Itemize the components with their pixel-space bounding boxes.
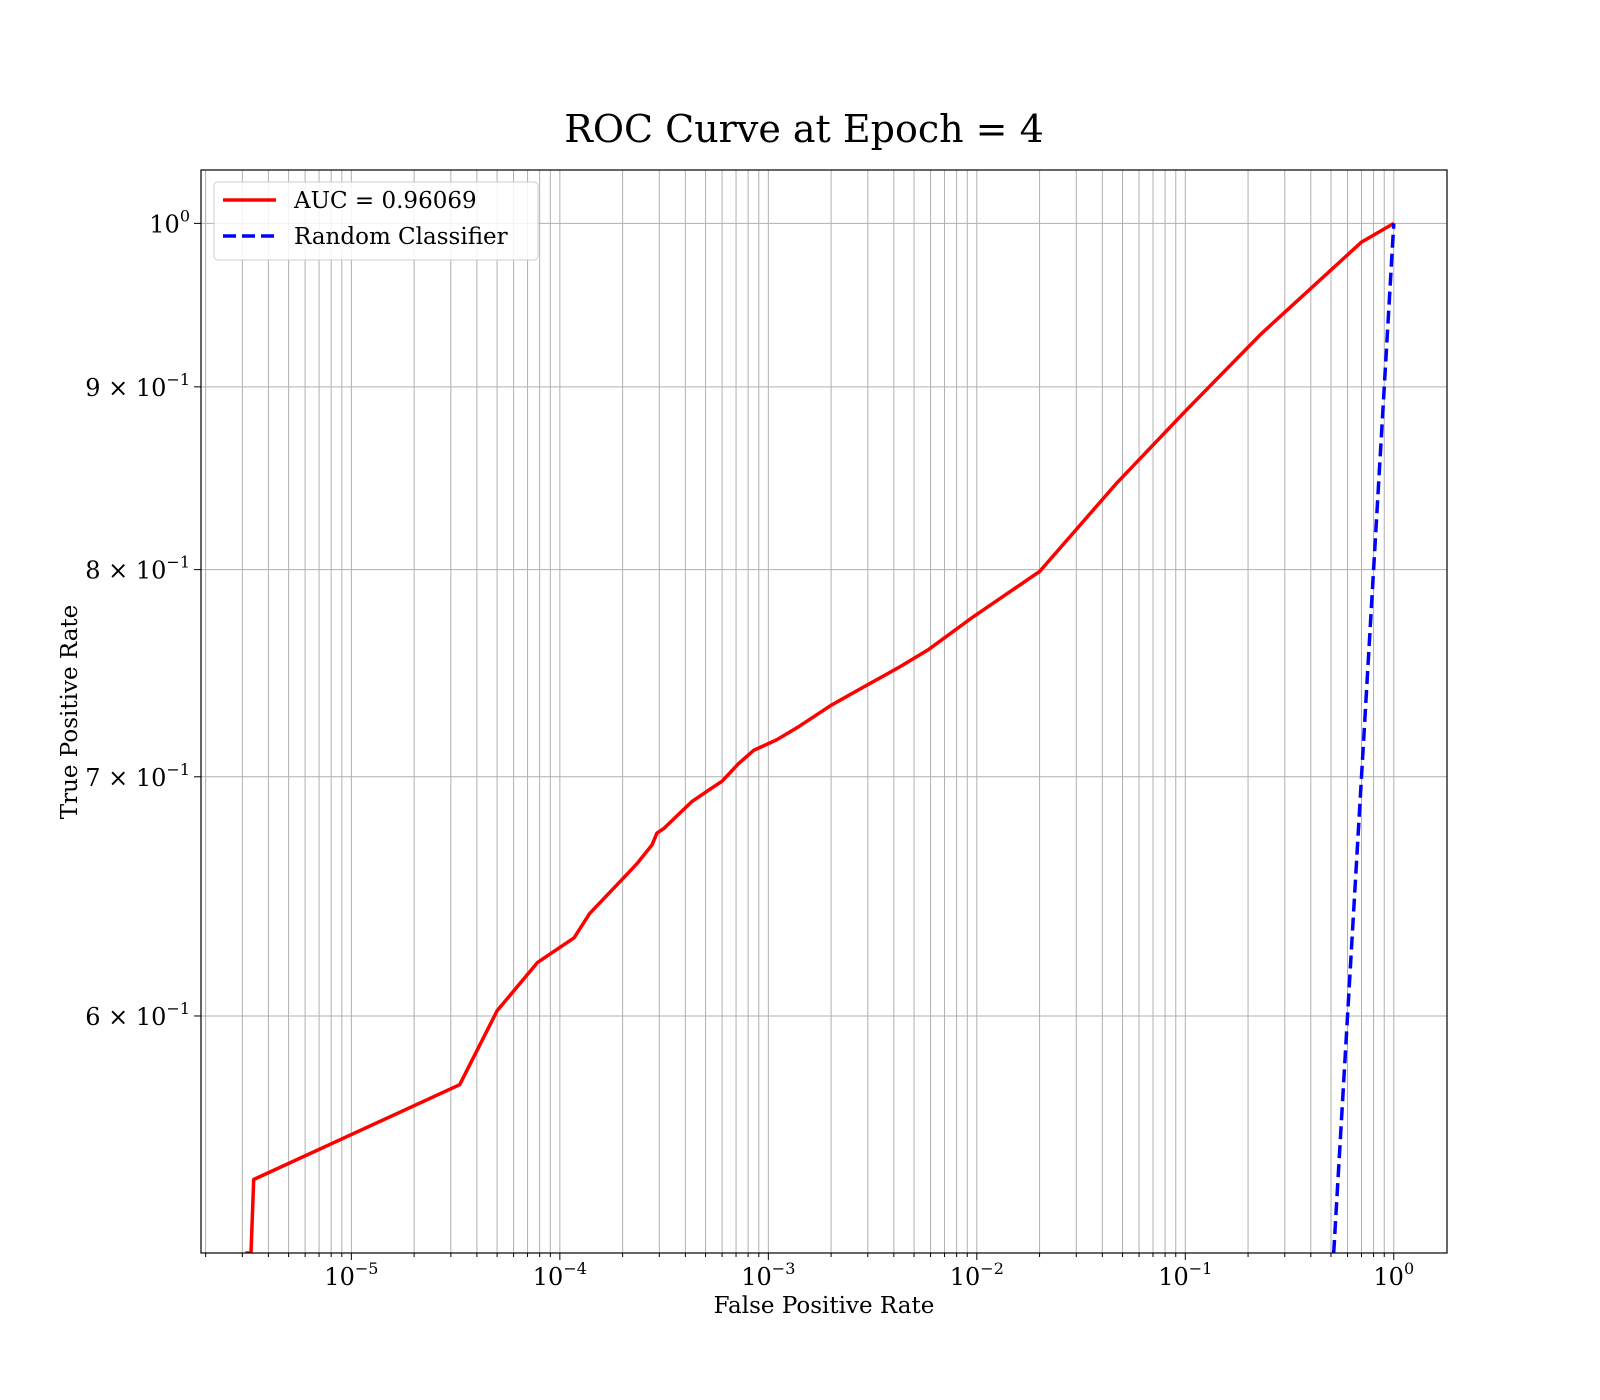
x-axis-ticks: 10−5 10−4 10−3 10−2 10−1 100 bbox=[324, 1259, 1414, 1291]
legend: AUC = 0.96069 Random Classifier bbox=[213, 181, 539, 261]
y-tick-label: 8 × 10−1 bbox=[85, 553, 190, 585]
legend-label-random: Random Classifier bbox=[294, 224, 508, 250]
random-classifier-line bbox=[1331, 223, 1396, 1253]
x-tick-label: 100 bbox=[1373, 1259, 1414, 1291]
roc-curve-line bbox=[245, 221, 1395, 1253]
x-tick-label: 10−2 bbox=[950, 1259, 1004, 1291]
grid-lines bbox=[194, 170, 1447, 1260]
series-layer bbox=[245, 221, 1396, 1253]
x-tick-label: 10−4 bbox=[533, 1259, 587, 1291]
x-axis-label: False Positive Rate bbox=[714, 1293, 935, 1319]
legend-label-roc: AUC = 0.96069 bbox=[293, 188, 477, 214]
y-axis-ticks: 6 × 10−1 7 × 10−1 8 × 10−1 9 × 10−1 100 bbox=[85, 206, 190, 1031]
legend-box bbox=[213, 181, 539, 261]
y-tick-label: 6 × 10−1 bbox=[85, 999, 190, 1031]
x-tick-label: 10−3 bbox=[741, 1259, 795, 1291]
x-tick-label: 10−1 bbox=[1158, 1259, 1212, 1291]
y-tick-label: 9 × 10−1 bbox=[85, 370, 190, 402]
y-tick-label: 7 × 10−1 bbox=[85, 760, 190, 792]
y-axis-label: True Positive Rate bbox=[57, 605, 83, 820]
y-tick-label: 100 bbox=[149, 206, 190, 238]
chart-title: ROC Curve at Epoch = 4 bbox=[564, 107, 1044, 151]
x-tick-label: 10−5 bbox=[324, 1259, 378, 1291]
plot-frame bbox=[200, 169, 1448, 1254]
